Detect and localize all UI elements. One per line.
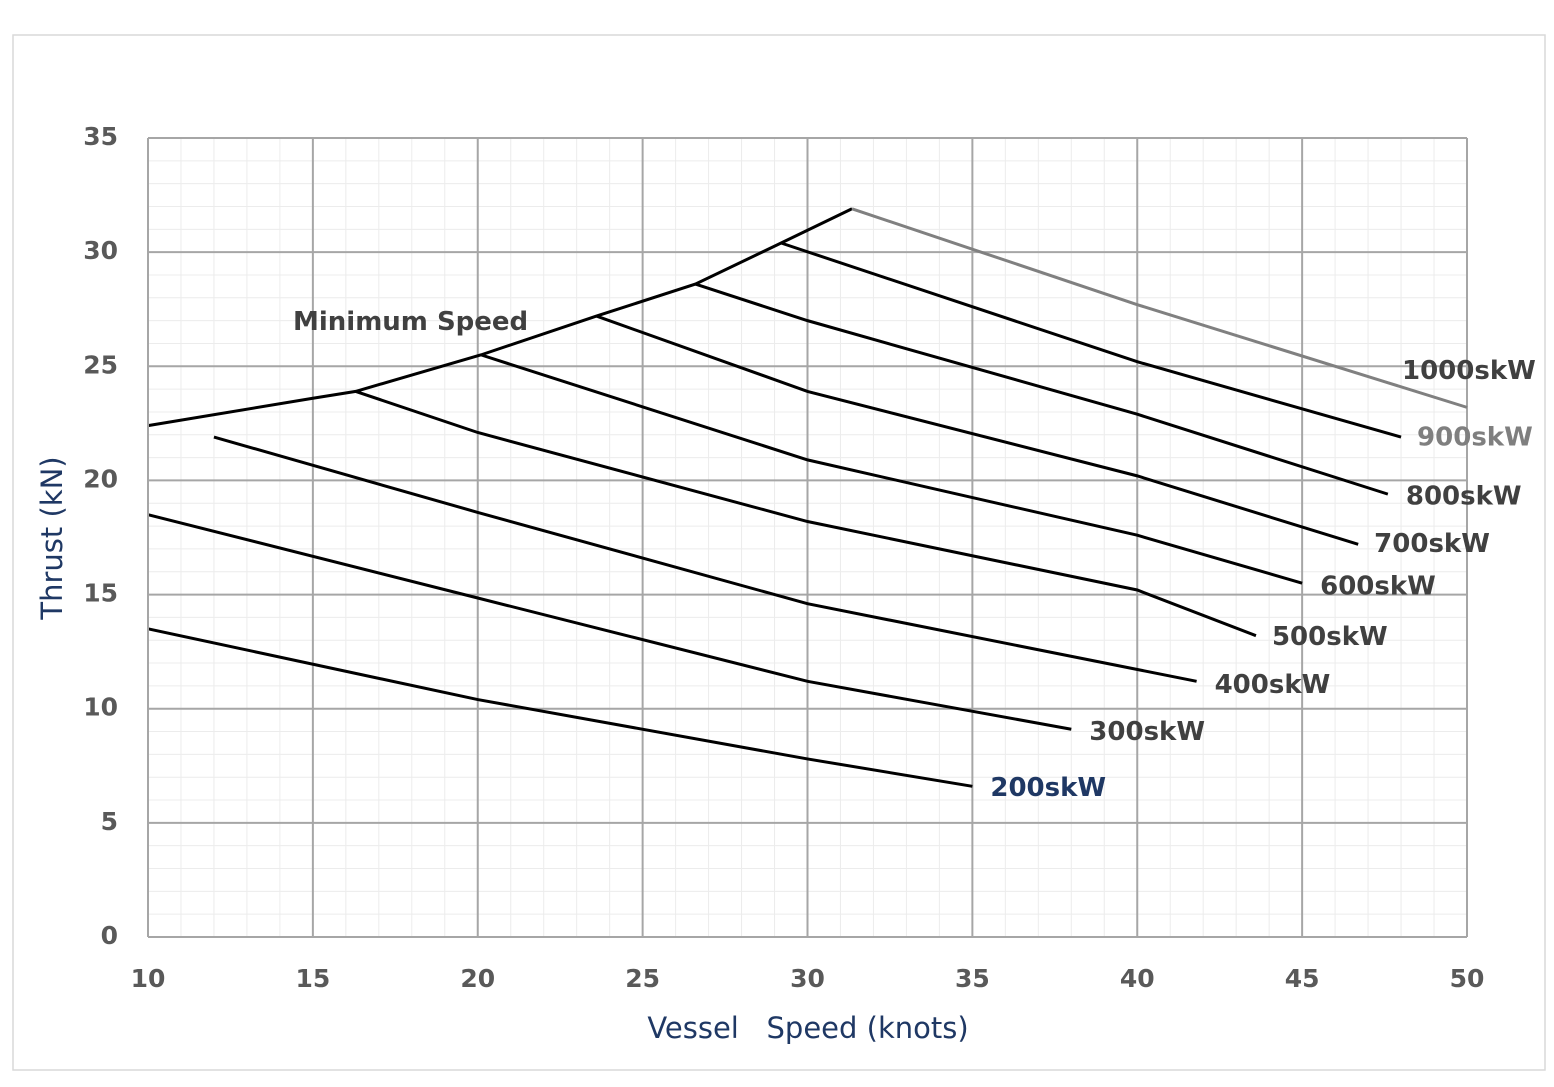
y-tick-label: 30 — [83, 236, 118, 265]
x-tick-label: 35 — [955, 964, 990, 993]
series-line — [694, 282, 1389, 496]
series-label: 200skW — [990, 773, 1106, 803]
series-label: 300skW — [1089, 717, 1205, 747]
series-line — [147, 627, 973, 788]
x-tick-label: 50 — [1450, 964, 1485, 993]
y-tick-label: 0 — [101, 921, 118, 950]
series-label: 800skW — [1406, 482, 1522, 512]
series-label: 1000skW — [1402, 356, 1536, 386]
y-tick-label: 20 — [83, 464, 118, 493]
series-line — [147, 207, 853, 428]
y-axis-title: Thrust (kN) — [35, 456, 69, 620]
series-line — [595, 314, 1359, 546]
series-line — [355, 389, 1257, 638]
y-tick-label: 5 — [101, 807, 118, 836]
series-label: Minimum Speed — [293, 307, 528, 337]
series-label: 900skW — [1417, 423, 1533, 453]
series-label: 400skW — [1215, 670, 1331, 700]
x-tick-label: 45 — [1285, 964, 1320, 993]
x-tick-label: 25 — [625, 964, 660, 993]
x-tick-label: 15 — [295, 964, 330, 993]
x-axis-title: Vessel Speed (knots) — [647, 1011, 968, 1045]
x-tick-label: 20 — [460, 964, 495, 993]
y-tick-label: 25 — [83, 350, 118, 379]
series-line — [851, 207, 1468, 409]
x-tick-label: 10 — [131, 964, 166, 993]
chart-frame — [12, 34, 1546, 1071]
series-label: 700skW — [1374, 529, 1490, 559]
y-tick-label: 15 — [83, 579, 118, 608]
y-tick-label: 35 — [83, 122, 118, 151]
y-tick-label: 10 — [83, 693, 118, 722]
series-label: 600skW — [1320, 572, 1436, 602]
series-line — [480, 353, 1303, 585]
series-label: 500skW — [1272, 622, 1388, 652]
series-line — [147, 513, 1072, 731]
series-line — [780, 241, 1402, 439]
x-tick-label: 30 — [790, 964, 825, 993]
x-tick-label: 40 — [1120, 964, 1155, 993]
series-line — [213, 435, 1197, 683]
